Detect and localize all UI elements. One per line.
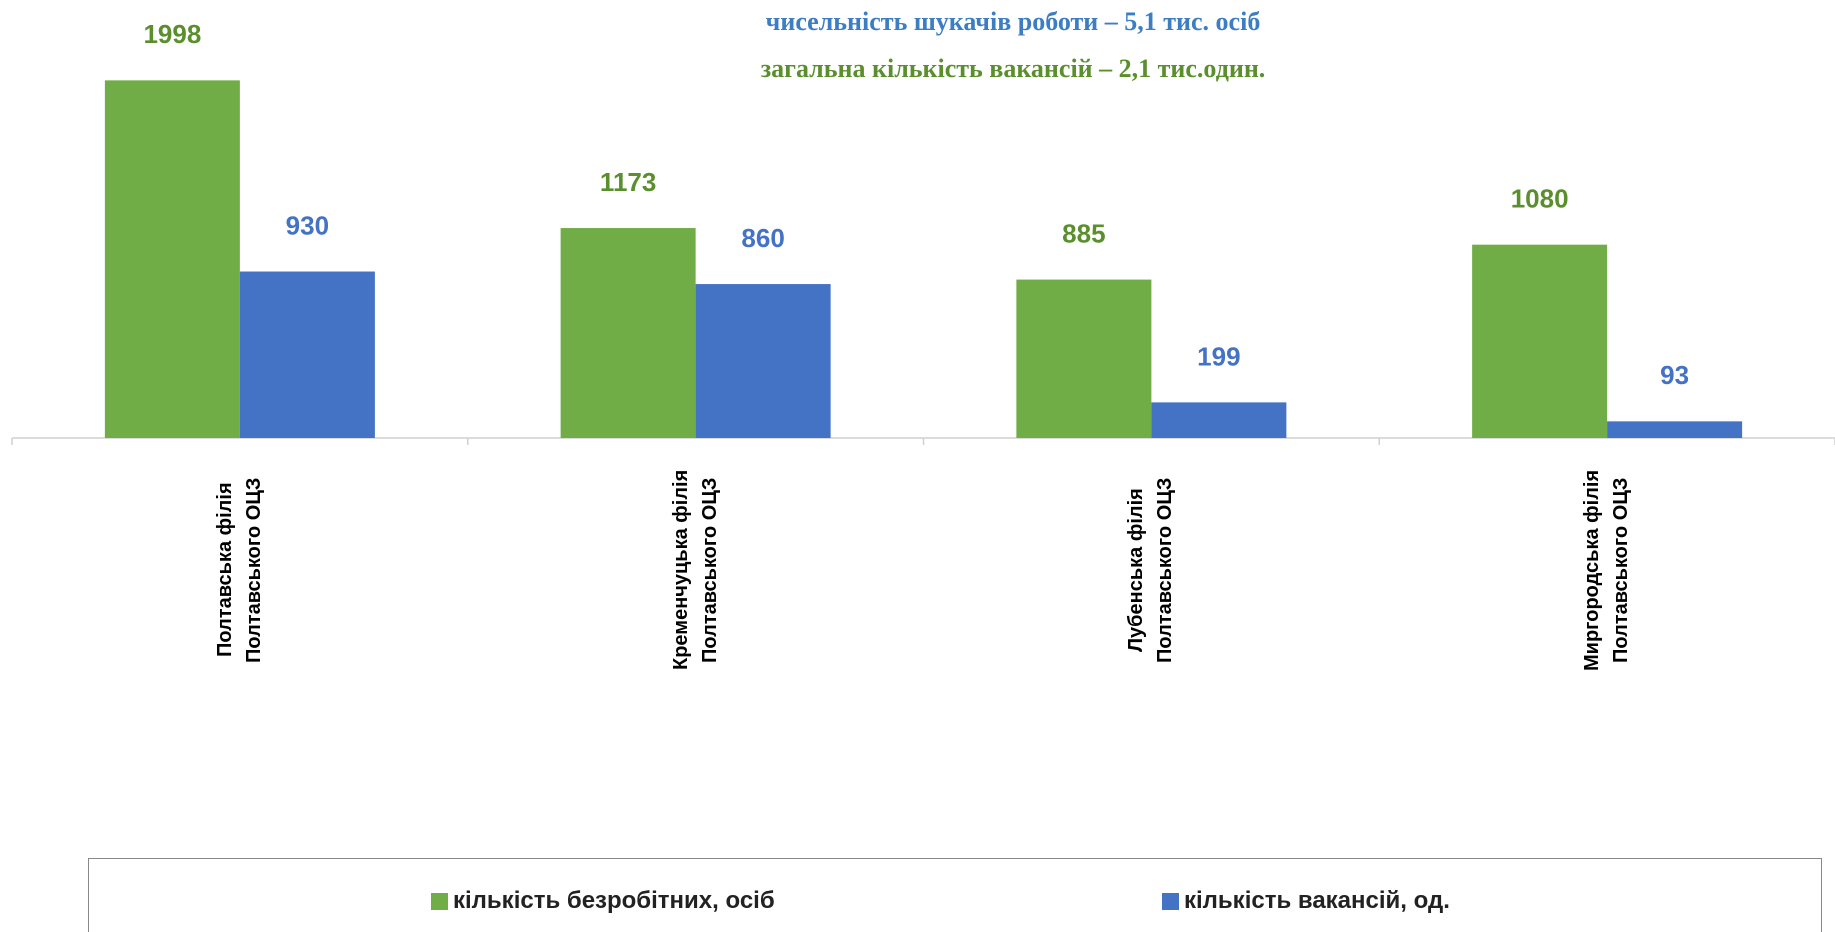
x-tick-label: Кременчуцька філія Полтавського ОЦЗ — [669, 469, 721, 671]
data-label: 885 — [1062, 218, 1105, 248]
chart-title: чисельність шукачів роботи – 5,1 тис. ос… — [766, 7, 1261, 36]
legend-item: кількість безробітних, осіб — [431, 887, 775, 915]
bar — [1472, 244, 1608, 438]
data-label: 1080 — [1511, 184, 1569, 214]
bar — [239, 271, 375, 438]
data-label: 93 — [1660, 360, 1689, 390]
x-tick-label: Полтавська філія Полтавського ОЦЗ — [213, 477, 265, 663]
bar — [695, 284, 831, 438]
legend-label: кількість безробітних, осіб — [453, 887, 775, 914]
bar — [1151, 402, 1287, 438]
legend-label: кількість вакансій, од. — [1184, 887, 1450, 914]
data-label: 1173 — [600, 167, 656, 197]
legend-swatch — [1162, 892, 1179, 910]
x-tick-label: Лубенська філія Полтавського ОЦЗ — [1125, 477, 1177, 663]
bar — [560, 228, 696, 438]
x-tick-label: Миргородська філія Полтавського ОЦЗ — [1581, 469, 1633, 671]
bar — [1607, 421, 1743, 438]
data-label: 930 — [286, 210, 329, 240]
legend: кількість безробітних, осіб кількість вак… — [88, 858, 1822, 932]
bar — [104, 80, 240, 438]
legend-item: кількість вакансій, од. — [1162, 887, 1450, 915]
bar — [1016, 279, 1152, 438]
data-label: 1998 — [143, 19, 201, 49]
data-label: 860 — [741, 223, 784, 253]
chart-subtitle: загальна кількість вакансій – 2,1 тис.од… — [761, 54, 1266, 83]
data-label: 199 — [1197, 341, 1240, 371]
legend-swatch — [431, 892, 448, 910]
